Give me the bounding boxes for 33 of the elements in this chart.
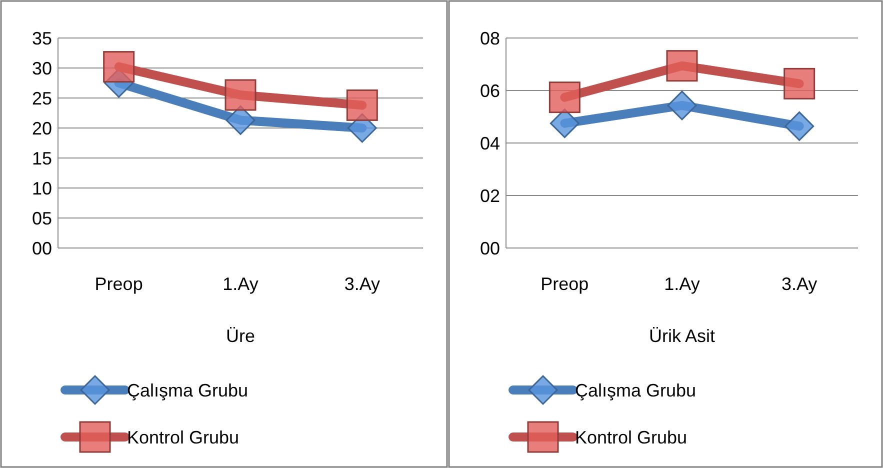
point: [667, 90, 697, 120]
legend-label: Çalışma Grubu: [127, 380, 248, 400]
y-tick-label: 35: [32, 28, 52, 48]
y-tick-label: 25: [32, 88, 52, 108]
point: [784, 68, 816, 100]
point: [224, 79, 256, 111]
y-tick-label: 00: [480, 238, 500, 258]
y-tick-label: 04: [480, 133, 500, 154]
point: [666, 50, 698, 82]
point: [548, 82, 580, 114]
point: [346, 89, 378, 121]
y-tick-label: 15: [32, 148, 52, 168]
y-tick-label: 20: [32, 118, 52, 138]
x-tick-label: 1.Ay: [664, 274, 700, 294]
x-axis-title: Ürik Asit: [648, 326, 716, 346]
x-axis-title: Üre: [226, 326, 256, 346]
y-tick-label: 08: [480, 28, 500, 48]
legend-label: Kontrol Grubu: [575, 427, 688, 448]
x-tick-label: Preop: [94, 274, 143, 294]
legend-label: Kontrol Grubu: [127, 427, 240, 448]
x-tick-label: Preop: [540, 274, 589, 294]
y-tick-label: 06: [480, 80, 500, 101]
y-tick-label: 05: [32, 208, 52, 228]
y-tick-label: 02: [480, 186, 500, 206]
x-tick-label: 3.Ay: [344, 274, 380, 294]
point: [103, 51, 135, 83]
x-tick-label: 3.Ay: [781, 274, 818, 294]
point: [784, 111, 814, 141]
legend-label: Çalışma Grubu: [575, 380, 696, 400]
y-tick-label: 00: [32, 238, 52, 258]
y-tick-label: 10: [32, 178, 52, 198]
y-tick-label: 30: [32, 58, 52, 78]
x-tick-label: 1.Ay: [222, 274, 258, 294]
